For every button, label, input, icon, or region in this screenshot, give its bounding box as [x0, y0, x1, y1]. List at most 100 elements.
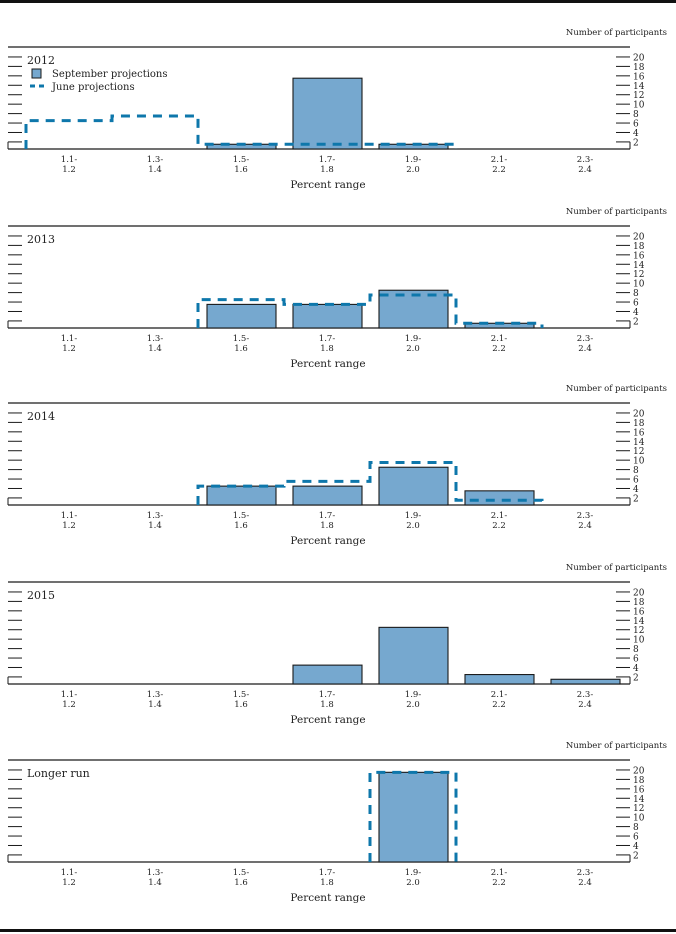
x-axis-title: Percent range	[290, 358, 365, 370]
y-tick-label: 6	[633, 120, 639, 130]
september-bar-1.9-2.0	[378, 771, 449, 863]
september-bar-1.7-1.8	[292, 485, 363, 506]
y-tick-label: 12	[633, 447, 644, 457]
y-tick-label: 16	[633, 251, 645, 261]
x-tick-label: 1.3-1.4	[147, 690, 164, 710]
y-tick-label: 14	[633, 617, 645, 627]
y-tick-label: 14	[633, 82, 645, 92]
y-tick-label: 4	[633, 664, 639, 674]
x-tick-label: 1.5-1.6	[233, 511, 250, 531]
y-tick-label: 14	[633, 795, 645, 805]
x-tick-label: 1.7-1.8	[319, 155, 336, 175]
x-tick-label: 2.1-2.2	[491, 511, 508, 531]
x-tick-label: 2.1-2.2	[491, 868, 508, 888]
september-bar-1.9-2.0	[378, 626, 449, 685]
x-tick-label: 1.7-1.8	[319, 511, 336, 531]
september-bar-2.3-2.4	[550, 678, 621, 685]
september-bar-2.1-2.2	[464, 490, 535, 506]
x-tick-label: 2.3-2.4	[577, 155, 594, 175]
y-tick-label: 16	[633, 428, 645, 438]
y-tick-label: 20	[633, 409, 645, 419]
y-tick-label: 12	[633, 270, 644, 280]
x-tick-label: 1.5-1.6	[233, 334, 250, 354]
panel-title: 2012	[27, 54, 55, 67]
x-tick-label: 1.5-1.6	[233, 155, 250, 175]
legend: September projections June projections	[30, 68, 168, 93]
x-axis-title: Percent range	[290, 892, 365, 904]
x-tick-label: 1.3-1.4	[147, 155, 164, 175]
x-tick-label: 1.5-1.6	[233, 868, 250, 888]
y-tick-label: 6	[633, 655, 639, 665]
panel-title: 2014	[27, 410, 55, 423]
y-tick-label: 18	[633, 242, 645, 252]
panel-title: Longer run	[27, 767, 90, 780]
y-tick-label: 18	[633, 419, 645, 429]
y-tick-label: 6	[633, 299, 639, 309]
x-tick-label: 1.7-1.8	[319, 690, 336, 710]
y-tick-label: 4	[633, 842, 639, 852]
x-axis-title: Percent range	[290, 714, 365, 726]
y-tick-label: 10	[633, 814, 645, 824]
y-tick-label: 18	[633, 598, 645, 608]
y-tick-label: 10	[633, 457, 645, 467]
x-tick-label: 1.9-2.0	[405, 511, 422, 531]
september-bar-1.9-2.0	[378, 466, 449, 506]
june-projection-line	[24, 114, 458, 149]
x-tick-label: 1.7-1.8	[319, 334, 336, 354]
x-tick-label: 1.9-2.0	[405, 868, 422, 888]
y-tick-label: 16	[633, 72, 645, 82]
y-tick-label: 10	[633, 636, 645, 646]
x-tick-label: 1.1-1.2	[61, 155, 78, 175]
y-tick-label: 8	[633, 289, 639, 299]
y-tick-label: 8	[633, 823, 639, 833]
y-tick-label: 10	[633, 101, 645, 111]
y-tick-label: 20	[633, 53, 645, 63]
y-tick-label: 16	[633, 607, 645, 617]
legend-september-label: September projections	[52, 69, 168, 80]
x-tick-label: 1.3-1.4	[147, 868, 164, 888]
x-tick-label: 2.3-2.4	[577, 690, 594, 710]
y-tick-label: 12	[633, 626, 644, 636]
y-tick-label: 4	[633, 308, 639, 318]
x-tick-label: 1.9-2.0	[405, 334, 422, 354]
y-axis-title: Number of participants	[566, 741, 667, 751]
panel-title: 2015	[27, 589, 55, 602]
x-tick-label: 1.5-1.6	[233, 690, 250, 710]
y-tick-label: 4	[633, 129, 639, 139]
y-tick-label: 8	[633, 110, 639, 120]
y-tick-label: 8	[633, 645, 639, 655]
y-axis-title: Number of participants	[566, 563, 667, 573]
x-tick-label: 1.1-1.2	[61, 868, 78, 888]
y-tick-label: 2	[633, 851, 639, 861]
september-bar-1.5-1.6	[206, 303, 277, 329]
y-tick-label: 16	[633, 785, 645, 795]
x-tick-label: 1.1-1.2	[61, 334, 78, 354]
september-bar-1.7-1.8	[292, 303, 363, 329]
y-tick-label: 14	[633, 261, 645, 271]
september-bar-2.1-2.2	[464, 674, 535, 685]
y-axis-title: Number of participants	[566, 28, 667, 38]
x-tick-label: 1.1-1.2	[61, 690, 78, 710]
y-tick-label: 8	[633, 466, 639, 476]
september-bar-1.5-1.6	[206, 485, 277, 506]
y-tick-label: 6	[633, 833, 639, 843]
top-rule	[0, 0, 676, 3]
y-axis-title: Number of participants	[566, 207, 667, 217]
y-tick-label: 2	[633, 138, 639, 148]
panel-title: 2013	[27, 233, 55, 246]
x-tick-label: 2.3-2.4	[577, 511, 594, 531]
september-bar-1.7-1.8	[292, 664, 363, 685]
y-tick-label: 20	[633, 232, 645, 242]
x-tick-label: 1.3-1.4	[147, 334, 164, 354]
y-tick-label: 2	[633, 673, 639, 683]
x-tick-label: 2.3-2.4	[577, 868, 594, 888]
y-tick-label: 4	[633, 485, 639, 495]
y-tick-label: 20	[633, 766, 645, 776]
y-tick-label: 2	[633, 317, 639, 327]
legend-september-swatch	[31, 68, 42, 79]
